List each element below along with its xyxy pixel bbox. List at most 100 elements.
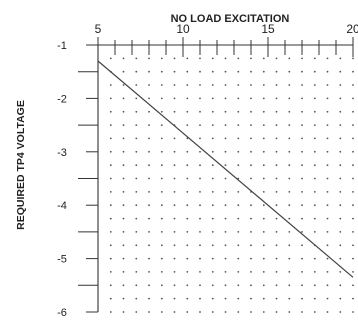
grid-dot [262, 204, 265, 207]
grid-dot [352, 191, 354, 193]
grid-dot [262, 137, 265, 140]
grid-dot [301, 231, 303, 233]
grid-dot [109, 137, 112, 140]
grid-dot [148, 150, 150, 153]
y-tick-label: -2 [57, 93, 67, 105]
grid-dot [237, 70, 240, 73]
grid-dot [109, 97, 112, 100]
grid-dot [262, 191, 265, 193]
series-line [97, 60, 354, 278]
grid-dot [352, 97, 354, 100]
grid-dot [160, 217, 163, 220]
grid-dot [224, 204, 227, 207]
grid-dot [262, 257, 265, 260]
grid-dot [173, 150, 176, 153]
grid-dot [211, 297, 214, 300]
grid-dot [148, 297, 150, 300]
grid-dot [250, 97, 252, 100]
grid-dot [288, 191, 291, 193]
grid-dot [224, 191, 227, 193]
grid-dot [109, 284, 112, 287]
y-tick-label: -3 [57, 147, 67, 159]
grid-dot [326, 231, 329, 233]
grid-dot [211, 271, 214, 273]
grid-dot [122, 97, 125, 100]
grid-dot [326, 70, 329, 73]
grid-dot [275, 57, 278, 60]
grid-dot [288, 177, 291, 180]
grid-dot [275, 124, 278, 126]
grid-dot [352, 57, 354, 60]
grid-dot [237, 204, 240, 207]
grid-dot [148, 84, 150, 86]
grid-dot [199, 84, 201, 86]
grid-dot [301, 297, 303, 300]
grid-dot [237, 110, 240, 113]
grid-dot [122, 191, 125, 193]
grid-dot [160, 297, 163, 300]
grid-dot [250, 257, 252, 260]
grid-dot [224, 244, 227, 247]
grid-dot [160, 311, 163, 313]
grid-dot [275, 137, 278, 140]
grid-dot [122, 231, 125, 233]
grid-dot [352, 217, 354, 220]
grid-dot [211, 70, 214, 73]
grid-dot [352, 150, 354, 153]
grid-dot [301, 150, 303, 153]
grid-dot [237, 57, 240, 60]
grid-dot [109, 84, 112, 86]
grid-dot [148, 57, 150, 60]
grid-dot [160, 231, 163, 233]
grid-dot [148, 70, 150, 73]
grid-dot [122, 204, 125, 207]
grid-dot [211, 257, 214, 260]
grid-dot [148, 177, 150, 180]
grid-dot [224, 257, 227, 260]
grid-dot [211, 177, 214, 180]
grid-dot [275, 191, 278, 193]
grid-dot [186, 244, 189, 247]
grid-dot [275, 257, 278, 260]
grid-dot [199, 150, 201, 153]
grid-dot [250, 124, 252, 126]
grid-dot [109, 271, 112, 273]
grid-dot [326, 57, 329, 60]
grid-dot [211, 204, 214, 207]
grid-dot [326, 191, 329, 193]
grid-dot [250, 204, 252, 207]
grid-dot [122, 257, 125, 260]
grid-dot [275, 244, 278, 247]
grid-dot [288, 257, 291, 260]
grid-dot [160, 110, 163, 113]
grid-dot [326, 257, 329, 260]
grid-dot [250, 284, 252, 287]
grid-dot [109, 177, 112, 180]
grid-dot [199, 231, 201, 233]
grid-dot [262, 231, 265, 233]
grid-dot [148, 284, 150, 287]
grid-dot [339, 150, 342, 153]
grid-dot [326, 97, 329, 100]
grid-dot [186, 164, 189, 167]
x-tick-label: 5 [95, 22, 102, 36]
grid-dot [148, 311, 150, 313]
grid-dot [160, 204, 163, 207]
grid-dot [326, 244, 329, 247]
grid-dot [313, 217, 316, 220]
grid-dot [211, 150, 214, 153]
grid-dot [186, 70, 189, 73]
grid-dot [339, 257, 342, 260]
grid-dot [352, 271, 354, 273]
grid-dot [173, 191, 176, 193]
grid-dot [326, 284, 329, 287]
grid-dot [186, 84, 189, 86]
grid-dot [339, 70, 342, 73]
grid-dot [237, 284, 240, 287]
grid-dot [122, 217, 125, 220]
grid-dot [173, 311, 176, 313]
x-tick-label: 20 [346, 22, 358, 36]
grid-dot [109, 191, 112, 193]
grid-dot [122, 297, 125, 300]
grid-dot [275, 284, 278, 287]
